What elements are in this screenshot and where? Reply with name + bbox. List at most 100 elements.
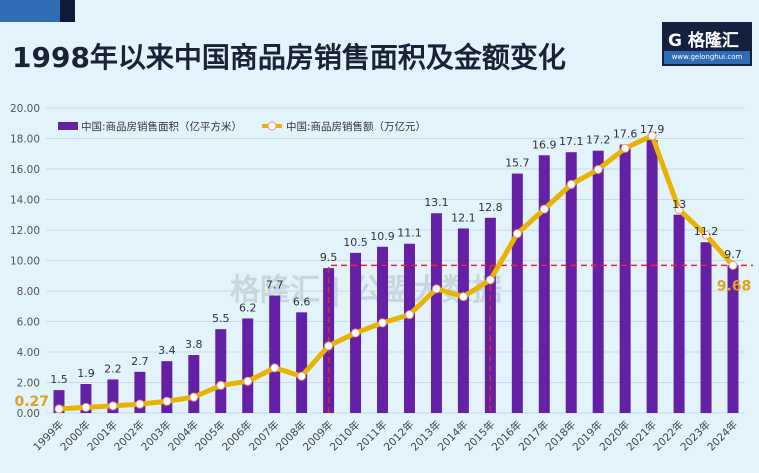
bar (457, 228, 469, 413)
bar (511, 173, 523, 413)
y-tick-label: 16.00 (10, 164, 40, 176)
bar (592, 150, 604, 413)
bar-value-label: 9.7 (724, 248, 742, 261)
bar-value-label: 13 (672, 198, 686, 211)
bar-value-label: 11.2 (694, 225, 719, 238)
legend-line-label: 中国:商品房销售额（万亿元） (286, 120, 426, 133)
bar-value-label: 3.8 (185, 338, 203, 351)
line-point (378, 318, 388, 328)
line-point (458, 292, 468, 302)
line-point (243, 376, 253, 386)
bar-value-label: 16.9 (532, 138, 557, 151)
y-tick-label: 18.00 (10, 134, 40, 146)
header-decoration-dark (60, 0, 75, 22)
line-point (485, 275, 495, 285)
header-decoration (0, 0, 60, 22)
bar (538, 155, 550, 413)
bar (646, 140, 658, 413)
y-tick-label: 8.00 (17, 286, 40, 298)
legend-bar-swatch (58, 122, 78, 130)
bar-value-label: 12.1 (451, 211, 476, 224)
bar-value-label: 6.2 (239, 301, 257, 314)
bar-value-label: 17.9 (640, 123, 665, 136)
line-point (81, 402, 91, 412)
line-point (512, 229, 522, 239)
bar (215, 329, 227, 413)
line-point (620, 143, 630, 153)
bar (430, 213, 442, 413)
bar (565, 152, 577, 413)
bar (727, 265, 739, 413)
bar (700, 242, 712, 413)
y-tick-label: 6.00 (17, 317, 40, 329)
line-point (189, 392, 199, 402)
y-tick-label: 2.00 (17, 378, 40, 390)
y-tick-label: 20.00 (10, 103, 40, 115)
bar-value-label: 7.7 (266, 279, 284, 292)
line-point (162, 396, 172, 406)
highlight-dashed-box (327, 264, 753, 413)
line-point (674, 205, 684, 215)
first-value-annotation: 0.27 (14, 394, 49, 410)
legend-line-marker (267, 121, 277, 131)
legend: 中国:商品房销售面积（亿平方米） 中国:商品房销售额（万亿元） (58, 120, 426, 133)
bar-value-label: 11.1 (397, 227, 422, 240)
bar (188, 355, 200, 413)
bar (107, 379, 119, 413)
bar-value-label: 5.5 (212, 312, 230, 325)
logo-url: www.gelonghui.com (664, 51, 750, 64)
bar (242, 318, 254, 413)
line-point (728, 260, 738, 270)
line-point (647, 131, 657, 141)
y-tick-label: 12.00 (10, 225, 40, 237)
bar-value-label: 1.9 (77, 367, 95, 380)
line-point (539, 204, 549, 214)
line-point (270, 363, 280, 373)
line-point (54, 404, 64, 414)
gelonghui-logo: G 格隆汇 www.gelonghui.com (662, 22, 752, 66)
bar (134, 371, 146, 413)
bar-value-label: 1.5 (50, 373, 68, 386)
bar (269, 295, 281, 413)
x-tick-label: 2024年 (705, 418, 741, 454)
legend-bar-label: 中国:商品房销售面积（亿平方米） (81, 120, 242, 133)
bar-value-label: 2.7 (131, 355, 149, 368)
bar-value-label: 17.1 (559, 135, 584, 148)
logo-name: G 格隆汇 (668, 31, 739, 51)
line-point (324, 341, 334, 351)
bar (296, 312, 308, 413)
bar (403, 243, 415, 413)
line-point (351, 328, 361, 338)
bar-value-label: 6.6 (293, 295, 311, 308)
y-tick-label: 10.00 (10, 256, 40, 268)
chart-title: 1998年以来中国商品房销售面积及金额变化 (12, 41, 566, 74)
bar (161, 361, 173, 413)
bar (377, 246, 389, 413)
line-point (216, 380, 226, 390)
bar (53, 390, 65, 413)
line-point (431, 284, 441, 294)
line-point (135, 399, 145, 409)
sales-amount-line (58, 133, 735, 412)
line-point (404, 310, 414, 320)
bar (619, 144, 631, 413)
bar-value-label: 12.8 (478, 201, 503, 214)
bar-value-label: 9.5 (320, 251, 338, 264)
bar-value-label: 2.2 (104, 362, 122, 375)
line-point (108, 401, 118, 411)
y-tick-label: 0.00 (17, 408, 40, 420)
bar-value-label: 10.9 (370, 230, 395, 243)
line-point (701, 230, 711, 240)
bar (673, 214, 685, 413)
y-tick-label: 4.00 (17, 347, 40, 359)
last-value-annotation: 9.68 (717, 278, 752, 294)
bar-value-label: 15.7 (505, 157, 530, 170)
bar-value-label: 17.6 (613, 128, 638, 141)
line-point (566, 179, 576, 189)
bar-value-label: 13.1 (424, 196, 449, 209)
bar-value-label: 3.4 (158, 344, 176, 357)
bar-value-label: 10.5 (343, 236, 368, 249)
line-point (297, 371, 307, 381)
